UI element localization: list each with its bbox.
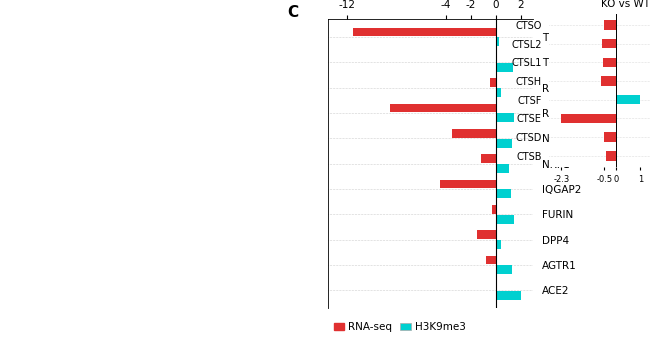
Bar (496, 63, 513, 72)
Bar (390, 103, 496, 112)
Legend: RNA-seq, H3K9me3: RNA-seq, H3K9me3 (330, 318, 470, 336)
Bar (496, 113, 514, 122)
Bar (452, 129, 496, 138)
Bar (604, 21, 616, 30)
Bar (496, 189, 511, 198)
Bar (602, 39, 616, 48)
Bar (561, 114, 616, 123)
Bar (353, 27, 496, 37)
Bar (601, 77, 616, 86)
Text: C: C (287, 5, 298, 20)
Bar (496, 266, 512, 274)
Bar (481, 154, 496, 163)
Bar (616, 95, 640, 104)
Bar (477, 230, 496, 239)
Bar (496, 139, 512, 148)
Bar (440, 180, 496, 188)
Bar (496, 291, 521, 300)
Bar (496, 37, 499, 46)
Bar (489, 78, 496, 87)
Bar (486, 255, 496, 264)
Bar (492, 205, 496, 214)
Bar (606, 151, 616, 160)
Bar (496, 240, 500, 249)
Text: KO vs WT: KO vs WT (601, 0, 650, 9)
Bar (496, 88, 500, 97)
Bar (604, 133, 616, 142)
Bar (496, 215, 514, 224)
Bar (603, 58, 616, 67)
Bar (496, 164, 510, 173)
